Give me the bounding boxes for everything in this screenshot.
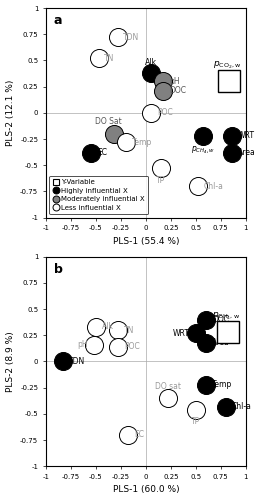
Y-axis label: PLS-2 (8.9 %): PLS-2 (8.9 %) <box>5 331 15 392</box>
Text: Area: Area <box>212 338 230 347</box>
Text: Chl-a: Chl-a <box>232 402 252 411</box>
Text: EC: EC <box>134 430 144 440</box>
Text: DO Sat: DO Sat <box>96 118 122 126</box>
Text: POC: POC <box>157 108 173 118</box>
Text: a: a <box>54 14 62 28</box>
Text: TDN: TDN <box>69 357 85 366</box>
Text: b: b <box>54 263 63 276</box>
X-axis label: PLS-1 (60.0 %): PLS-1 (60.0 %) <box>112 486 179 494</box>
Y-axis label: PLS-2 (12.1 %): PLS-2 (12.1 %) <box>5 80 15 146</box>
Text: Alk: Alk <box>102 322 114 332</box>
Text: EC: EC <box>97 148 107 157</box>
Text: $\it{p}_{\mathregular{CH_4,w}}$: $\it{p}_{\mathregular{CH_4,w}}$ <box>212 310 240 322</box>
Text: DO sat: DO sat <box>155 382 181 391</box>
Text: WRT: WRT <box>173 328 190 338</box>
Text: TP: TP <box>156 176 165 184</box>
Text: DOC: DOC <box>212 315 229 324</box>
Text: DOC: DOC <box>169 86 186 96</box>
Text: Chl-a: Chl-a <box>204 182 224 190</box>
X-axis label: PLS-1 (55.4 %): PLS-1 (55.4 %) <box>112 237 179 246</box>
Text: Temp: Temp <box>132 138 152 146</box>
Text: TN: TN <box>104 54 114 63</box>
Text: Temp: Temp <box>212 380 232 389</box>
Legend: Y-Variable, Highly influential X, Moderately influential X, Less influential X: Y-Variable, Highly influential X, Modera… <box>49 176 148 214</box>
Text: TN: TN <box>124 326 134 334</box>
Text: WRT: WRT <box>238 132 255 140</box>
Text: TDN: TDN <box>123 33 139 42</box>
Text: $p_{\mathregular{CH_4,w}}$: $p_{\mathregular{CH_4,w}}$ <box>191 144 215 156</box>
Text: TP: TP <box>191 417 200 426</box>
Text: pH: pH <box>77 340 88 349</box>
Text: Area: Area <box>238 148 256 157</box>
Text: Alk: Alk <box>145 58 157 66</box>
Text: pH: pH <box>169 77 180 86</box>
Text: $\it{p}_{\mathregular{CO_2,w}}$: $\it{p}_{\mathregular{CO_2,w}}$ <box>213 60 241 71</box>
Text: POC: POC <box>124 342 140 351</box>
